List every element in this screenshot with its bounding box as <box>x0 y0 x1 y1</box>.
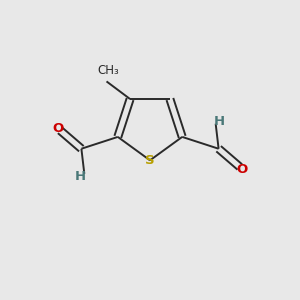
Text: O: O <box>236 163 248 176</box>
Text: H: H <box>214 115 225 128</box>
Text: O: O <box>52 122 64 135</box>
Text: H: H <box>75 169 86 183</box>
Text: S: S <box>145 154 155 167</box>
Text: CH₃: CH₃ <box>97 64 119 77</box>
